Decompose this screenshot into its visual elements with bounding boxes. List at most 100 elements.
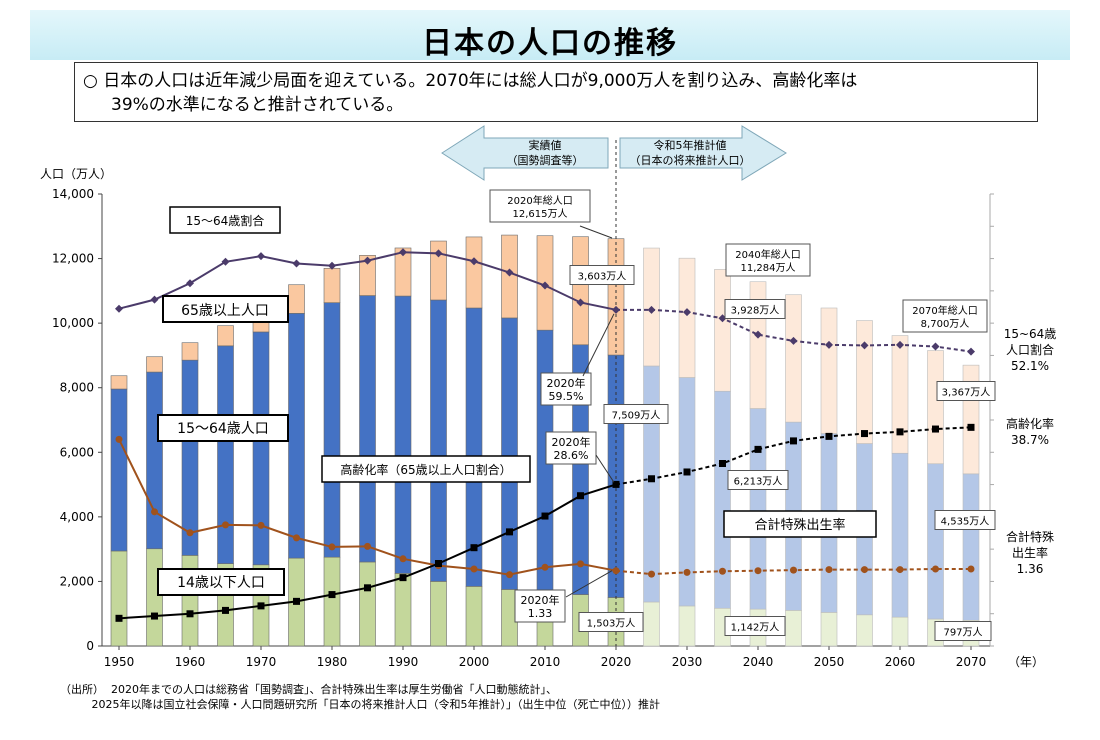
x-tick-label: 2000 bbox=[459, 655, 490, 669]
age65-series-label-box bbox=[162, 295, 289, 323]
y-tick-label: 0 bbox=[86, 639, 94, 653]
bar-age15-64 bbox=[927, 463, 944, 620]
ratio-line-point bbox=[150, 295, 159, 304]
aging-line-point bbox=[861, 430, 868, 438]
bar-age65plus bbox=[430, 240, 447, 301]
bar-age65plus bbox=[288, 284, 305, 314]
annotation-age014-2070-text-0: 797万人 bbox=[943, 627, 982, 639]
bar-age0-14 bbox=[856, 614, 873, 647]
tfr-line-point bbox=[683, 568, 691, 576]
annotation-age014-2020-box bbox=[578, 612, 644, 632]
annotation-total-2020-text-0: 2020年総人口 bbox=[507, 194, 572, 207]
annotation-total-2020-text-1: 12,615万人 bbox=[513, 208, 568, 220]
pointer-ratio-2020 bbox=[582, 313, 615, 377]
ratio-line-point bbox=[434, 249, 443, 258]
annotation-tfr-2020-box bbox=[514, 589, 566, 623]
tfr-line-point bbox=[896, 566, 904, 574]
tfr-line-point bbox=[399, 555, 407, 563]
annotation-ratio-2020-text-1: 59.5% bbox=[549, 390, 584, 403]
annotation-age65-2040-text-0: 3,928万人 bbox=[731, 305, 780, 317]
tfr-line-point bbox=[328, 543, 336, 551]
annotation-aging-2020-box bbox=[545, 431, 597, 465]
bar-age65plus bbox=[891, 335, 909, 454]
ratio-line-point bbox=[754, 330, 762, 339]
ratio-line-point bbox=[399, 248, 407, 257]
annotation-total-2020-box bbox=[489, 189, 591, 223]
bar-age0-14 bbox=[465, 586, 483, 647]
tfr-line-point bbox=[790, 566, 797, 574]
aging-line-point bbox=[967, 423, 975, 431]
bar-age65plus bbox=[217, 325, 234, 347]
aging-line-point bbox=[222, 606, 229, 614]
aging-line-point bbox=[754, 445, 762, 453]
ratio-line-point bbox=[896, 340, 904, 349]
aging-line-point bbox=[896, 428, 904, 436]
bar-age0-14 bbox=[785, 610, 802, 647]
annotation-age014-2020-text-0: 1,503万人 bbox=[587, 618, 636, 630]
age1564-series-label: 15～64歳人口 bbox=[177, 421, 269, 437]
x-tick-label: 1960 bbox=[175, 655, 206, 669]
bar-age0-14 bbox=[146, 548, 163, 647]
ratio-line-point bbox=[221, 257, 230, 266]
age1564-series-label-box bbox=[157, 414, 289, 442]
aging-line-point bbox=[151, 612, 158, 620]
right-ratio-label-2: 人口割合 bbox=[1006, 342, 1054, 357]
aging-series-label-box bbox=[321, 455, 531, 483]
bar-age0-14 bbox=[430, 581, 447, 647]
aging-line-point bbox=[719, 460, 726, 468]
aging-line-point bbox=[825, 432, 833, 440]
source-note: （出所） 2020年までの人口は総務省「国勢調査」、合計特殊出生率は厚生労働省「… bbox=[60, 682, 660, 712]
ratio-line-point bbox=[505, 268, 514, 277]
ratio-series-label: 15～64歳割合 bbox=[186, 213, 265, 228]
aging-line-point bbox=[399, 574, 407, 582]
annotation-age65-2040-box bbox=[724, 299, 786, 319]
source-label: （出所） bbox=[60, 683, 104, 696]
annotation-age014-2040-text-0: 1,142万人 bbox=[731, 622, 780, 634]
y-axis-title: 人口（万人） bbox=[40, 167, 112, 181]
pointer-aging-2020 bbox=[595, 454, 615, 483]
right-ratio-label-3: 52.1% bbox=[1011, 359, 1049, 373]
annotation-age014-2040-box bbox=[724, 616, 786, 636]
annotation-aging-2020-text-0: 2020年 bbox=[552, 435, 591, 449]
annotation-age65-2020-text-0: 3,603万人 bbox=[578, 271, 627, 283]
aging-line-point bbox=[790, 437, 797, 445]
bar-age65plus bbox=[678, 257, 696, 378]
y-tick-label: 14,000 bbox=[52, 187, 94, 201]
annotation-total-2040-box bbox=[725, 243, 811, 277]
tfr-line-point bbox=[506, 571, 513, 579]
right-tfr-label-2: 出生率 bbox=[1012, 545, 1048, 560]
annotation-total-2040-text-1: 11,284万人 bbox=[741, 262, 796, 274]
pointer-tfr-2020 bbox=[565, 570, 613, 598]
bar-age65plus bbox=[181, 342, 199, 361]
ratio-line-point bbox=[931, 342, 940, 351]
annotation-ratio-2020-box bbox=[540, 372, 592, 406]
tfr-line-point bbox=[648, 570, 655, 578]
bar-age65plus bbox=[785, 294, 802, 423]
bar-age0-14 bbox=[891, 616, 909, 647]
x-tick-label: 2030 bbox=[672, 655, 703, 669]
ratio-series-label-box bbox=[169, 206, 281, 234]
annotation-age1564-2070-text-0: 4,535万人 bbox=[941, 516, 990, 528]
aging-line-point bbox=[328, 591, 336, 599]
ratio-line-point bbox=[363, 256, 372, 265]
y-tick-label: 10,000 bbox=[52, 316, 94, 330]
x-tick-label: 2070 bbox=[956, 655, 987, 669]
aging-line-point bbox=[257, 602, 265, 610]
bar-age65plus bbox=[394, 247, 412, 297]
annotation-age014-2070-box bbox=[934, 621, 992, 641]
tfr-line-point bbox=[967, 565, 975, 573]
page-title: 日本の人口の推移 bbox=[422, 26, 678, 61]
ratio-line-point bbox=[860, 341, 869, 350]
bar-age15-64 bbox=[110, 388, 128, 552]
y-tick-label: 8,000 bbox=[60, 381, 94, 395]
bar-age0-14 bbox=[678, 605, 696, 647]
ratio-line-point bbox=[825, 340, 833, 349]
bar-age15-64 bbox=[252, 331, 270, 566]
pointer-total-2020 bbox=[579, 225, 613, 239]
bar-age15-64 bbox=[217, 345, 234, 564]
annotation-age1564-2040-box bbox=[727, 470, 789, 490]
aging-line-point bbox=[435, 560, 442, 568]
actual-arrow bbox=[441, 125, 609, 181]
bar-age65plus bbox=[359, 255, 376, 296]
